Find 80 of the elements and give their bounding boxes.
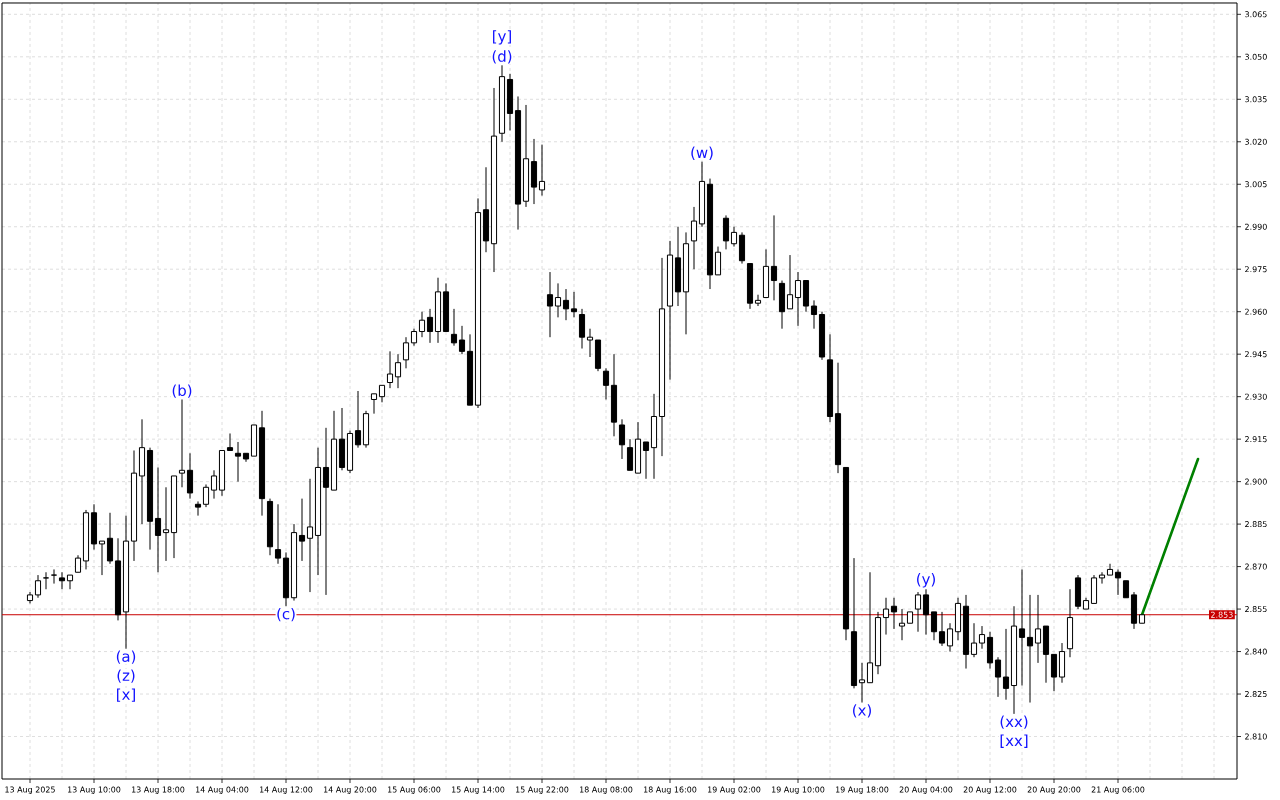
candlestick	[402, 336, 410, 369]
candlestick	[890, 597, 898, 630]
candlestick	[754, 294, 762, 307]
candlestick	[642, 441, 650, 480]
annotation: (xx)	[1000, 715, 1028, 729]
candlestick	[394, 353, 402, 389]
annotation: (c)	[277, 607, 295, 622]
annotation: [xx]	[1000, 734, 1028, 748]
candlestick	[538, 144, 546, 197]
candlestick	[154, 466, 162, 573]
candlestick	[66, 574, 74, 590]
candlestick	[386, 350, 394, 389]
candlestick	[418, 311, 426, 338]
candlestick	[866, 571, 874, 684]
candlestick	[354, 390, 362, 449]
candlestick	[194, 500, 202, 517]
annotation: (y)	[917, 573, 935, 588]
candlestick	[298, 498, 306, 562]
candlestick	[1018, 568, 1026, 687]
candlestick	[274, 503, 282, 565]
candlestick	[786, 254, 794, 310]
candlestick	[306, 478, 314, 593]
candlestick	[978, 625, 986, 650]
candlestick	[1050, 653, 1058, 692]
candlestick	[426, 308, 434, 344]
candlestick	[730, 226, 738, 248]
candlestick	[946, 622, 954, 653]
candlestick	[162, 486, 170, 562]
candlestick	[202, 483, 210, 508]
candlestick	[602, 367, 610, 400]
candlestick	[914, 591, 922, 633]
candlestick	[586, 328, 594, 358]
candlestick	[210, 469, 218, 500]
annotation: (b)	[172, 384, 192, 398]
candlestick	[58, 571, 66, 590]
candlestick	[570, 291, 578, 318]
candlestick	[42, 571, 50, 590]
candlestick	[1034, 594, 1042, 664]
candlestick	[922, 588, 930, 636]
annotation: [x]	[117, 688, 135, 702]
candlestick	[546, 271, 554, 338]
candlestick	[578, 308, 586, 350]
candlestick	[938, 611, 946, 647]
candlestick	[234, 441, 242, 483]
candlestick	[714, 246, 722, 276]
annotation: (a)	[116, 650, 136, 664]
candlestick	[994, 656, 1002, 698]
candlestick	[626, 438, 634, 471]
candlestick	[458, 325, 466, 355]
candlestick	[1002, 628, 1010, 701]
candlestick	[226, 432, 234, 451]
candlestick	[450, 308, 458, 347]
candlestick	[882, 597, 890, 636]
candlestick	[1098, 571, 1106, 585]
candlestick	[562, 288, 570, 321]
candlestick	[34, 574, 42, 599]
candlestick	[970, 622, 978, 658]
candlestick	[722, 214, 730, 250]
candlestick	[810, 299, 818, 330]
candlestick	[98, 540, 106, 576]
candlestick	[370, 393, 378, 415]
candlestick	[554, 282, 562, 318]
annotation: (z)	[117, 669, 135, 683]
candlestick	[930, 611, 938, 641]
candlestick	[1106, 563, 1114, 576]
candlestick	[898, 608, 906, 641]
candlestick	[1114, 568, 1122, 596]
candlestick	[106, 512, 114, 565]
candlestick	[794, 271, 802, 327]
candlestick	[770, 214, 778, 301]
candlestick	[322, 427, 330, 596]
annotation: (x)	[853, 704, 871, 718]
candlestick	[1026, 594, 1034, 704]
candlestick	[186, 452, 194, 500]
annotation: [y]	[493, 30, 511, 45]
candlestick	[50, 568, 58, 585]
annotation: (w)	[691, 146, 713, 160]
candlestick	[618, 418, 626, 460]
candlestick	[690, 206, 698, 270]
annotation: (d)	[492, 50, 512, 64]
